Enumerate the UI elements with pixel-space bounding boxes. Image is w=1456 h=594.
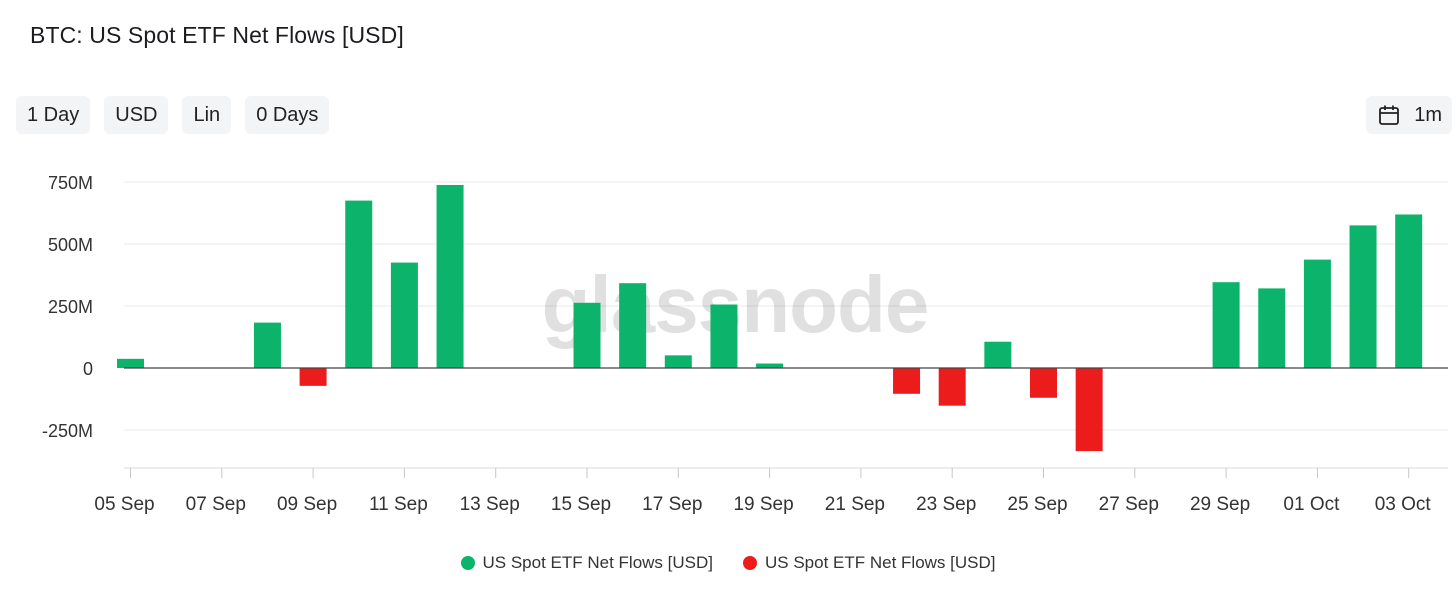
bar-positive <box>756 363 784 368</box>
bar-positive <box>619 283 647 368</box>
y-tick-label: 500M <box>48 235 93 255</box>
legend-label: US Spot ETF Net Flows [USD] <box>765 553 996 572</box>
bar-positive <box>1303 259 1331 368</box>
x-tick-label: 27 Sep <box>1099 494 1159 515</box>
x-tick-label: 11 Sep <box>369 494 428 515</box>
legend-swatch <box>460 556 475 570</box>
date-range-label: 1m <box>1414 103 1442 126</box>
legend-item[interactable]: US Spot ETF Net Flows [USD] <box>460 553 714 573</box>
bar-positive <box>573 302 601 368</box>
bar-negative <box>938 368 966 406</box>
legend-label: US Spot ETF Net Flows [USD] <box>482 553 714 572</box>
x-tick-label: 17 Sep <box>642 494 702 515</box>
chart-title: BTC: US Spot ETF Net Flows [USD] <box>30 22 404 48</box>
bar-positive <box>710 304 738 368</box>
x-tick-label: 29 Sep <box>1190 494 1250 515</box>
x-tick-label: 25 Sep <box>1007 494 1067 515</box>
bar-positive <box>984 341 1012 368</box>
resolution-button[interactable]: 1 Day <box>16 96 91 134</box>
chart-controls: 1 Day USD Lin 0 Days <box>16 96 330 134</box>
calendar-icon <box>1379 105 1400 125</box>
bar-negative <box>1075 368 1103 452</box>
x-tick-label: 07 Sep <box>186 494 246 515</box>
bar-negative <box>299 368 327 386</box>
bar-positive <box>436 184 464 368</box>
currency-button[interactable]: USD <box>104 96 169 134</box>
x-tick-label: 23 Sep <box>916 494 976 515</box>
bar-positive <box>1212 282 1240 368</box>
bar-positive <box>390 262 418 368</box>
bar-positive <box>1258 288 1286 368</box>
legend-swatch <box>743 556 757 570</box>
legend-item[interactable]: US Spot ETF Net Flows [USD] <box>743 553 996 573</box>
x-tick-label: 13 Sep <box>460 494 520 515</box>
x-tick-label: 19 Sep <box>733 494 793 515</box>
y-tick-label: 0 <box>83 359 93 379</box>
y-tick-label: -250M <box>42 421 93 441</box>
chart-legend: US Spot ETF Net Flows [USD] US Spot ETF N… <box>0 553 1456 573</box>
scale-button[interactable]: Lin <box>182 96 232 134</box>
bar-positive <box>664 355 692 368</box>
bar-positive <box>345 200 373 368</box>
bar-positive <box>1395 214 1423 368</box>
bar-negative <box>893 368 921 394</box>
bar-positive <box>117 358 144 368</box>
bar-positive <box>1349 225 1377 368</box>
y-tick-label: 250M <box>48 297 93 317</box>
x-tick-label: 09 Sep <box>277 494 337 515</box>
y-tick-label: 750M <box>48 173 93 193</box>
moving-average-button[interactable]: 0 Days <box>245 96 330 134</box>
bar-positive <box>253 322 281 368</box>
x-tick-label: 03 Oct <box>1375 494 1432 515</box>
x-tick-label: 21 Sep <box>825 494 885 515</box>
bar-negative <box>1030 368 1057 398</box>
x-tick-label: 15 Sep <box>551 494 611 515</box>
x-tick-label: 05 Sep <box>94 494 154 515</box>
x-tick-label: 01 Oct <box>1283 494 1340 515</box>
date-range-button[interactable]: 1m <box>1366 96 1452 134</box>
